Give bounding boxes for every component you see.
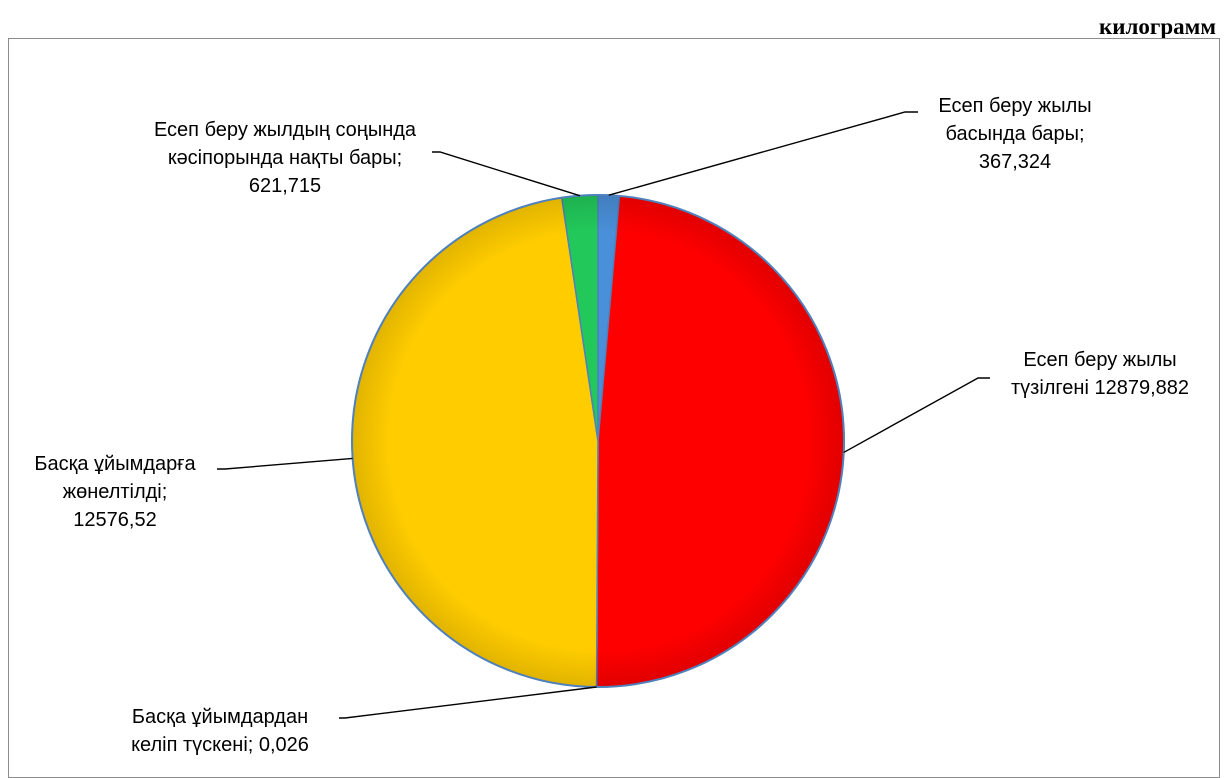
label-end: Есеп беру жылдың соңында кәсіпорында нақ… — [153, 119, 417, 197]
leader-line — [217, 457, 353, 470]
unit-label: килограмм — [1099, 14, 1216, 39]
label-received: Басқа ұйымдардан келіп түскені; 0,026 — [131, 706, 309, 756]
leader-line — [432, 151, 581, 197]
leader-line — [843, 377, 990, 454]
label-start: Есеп беру жылы басында бары; 367,324 — [938, 95, 1092, 173]
label-produced: Есеп беру жылы түзілгені 12879,882 — [1010, 349, 1189, 399]
label-shipped: Басқа ұйымдарға жөнелтілді; 12576,52 — [34, 453, 196, 531]
pie-rim — [351, 194, 845, 688]
leader-line — [608, 111, 918, 196]
leader-line — [339, 686, 597, 719]
